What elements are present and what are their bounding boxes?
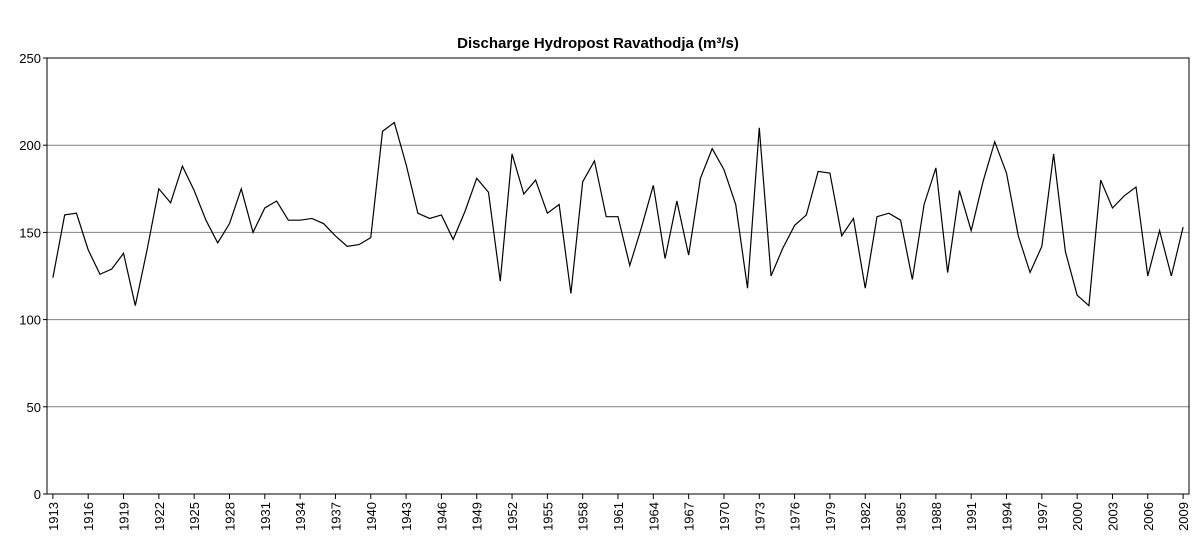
x-tick-label: 1919	[117, 502, 132, 531]
x-tick-label: 1946	[434, 502, 449, 531]
x-tick-label: 1937	[328, 502, 343, 531]
x-tick-label: 1922	[152, 502, 167, 531]
chart-title: Discharge Hydropost Ravathodja (m³/s)	[457, 35, 739, 52]
x-tick-label: 1913	[46, 502, 61, 531]
x-tick-label: 2000	[1070, 502, 1085, 531]
x-tick-label: 1928	[222, 502, 237, 531]
x-tick-label: 1976	[788, 502, 803, 531]
x-tick-label: 1940	[364, 502, 379, 531]
y-tick-label: 0	[34, 487, 41, 502]
x-tick-label: 1952	[505, 502, 520, 531]
x-tick-label: 1967	[682, 502, 697, 531]
x-tick-label: 1931	[258, 502, 273, 531]
y-tick-label: 100	[19, 313, 41, 328]
x-tick-label: 1958	[576, 502, 591, 531]
x-tick-label: 1949	[470, 502, 485, 531]
x-tick-label: 1997	[1035, 502, 1050, 531]
y-tick-label: 250	[19, 51, 41, 66]
x-tick-label: 1973	[752, 502, 767, 531]
y-tick-label: 150	[19, 225, 41, 240]
x-tick-label: 1925	[187, 502, 202, 531]
y-tick-label: 200	[19, 138, 41, 153]
x-tick-label: 1991	[964, 502, 979, 531]
line	[52, 121, 1184, 307]
x-tick-label: 1916	[81, 502, 96, 531]
x-tick-label: 1985	[894, 502, 909, 531]
x-tick-label: 1961	[611, 502, 626, 531]
x-tick-label: 1934	[293, 502, 308, 531]
x-tick-label: 1982	[858, 502, 873, 531]
x-tick-label: 1970	[717, 502, 732, 531]
x-tick-label: 1979	[823, 502, 838, 531]
x-tick-label: 1964	[646, 502, 661, 531]
x-tick-label: 1955	[540, 502, 555, 531]
x-tick-label: 1943	[399, 502, 414, 531]
x-tick-label: 2003	[1105, 502, 1120, 531]
x-tick-label: 2009	[1176, 502, 1191, 531]
x-tick-label: 1994	[1000, 502, 1015, 531]
x-tick-label: 2006	[1141, 502, 1156, 531]
x-tick-label: 1988	[929, 502, 944, 531]
y-tick-label: 50	[27, 400, 41, 415]
